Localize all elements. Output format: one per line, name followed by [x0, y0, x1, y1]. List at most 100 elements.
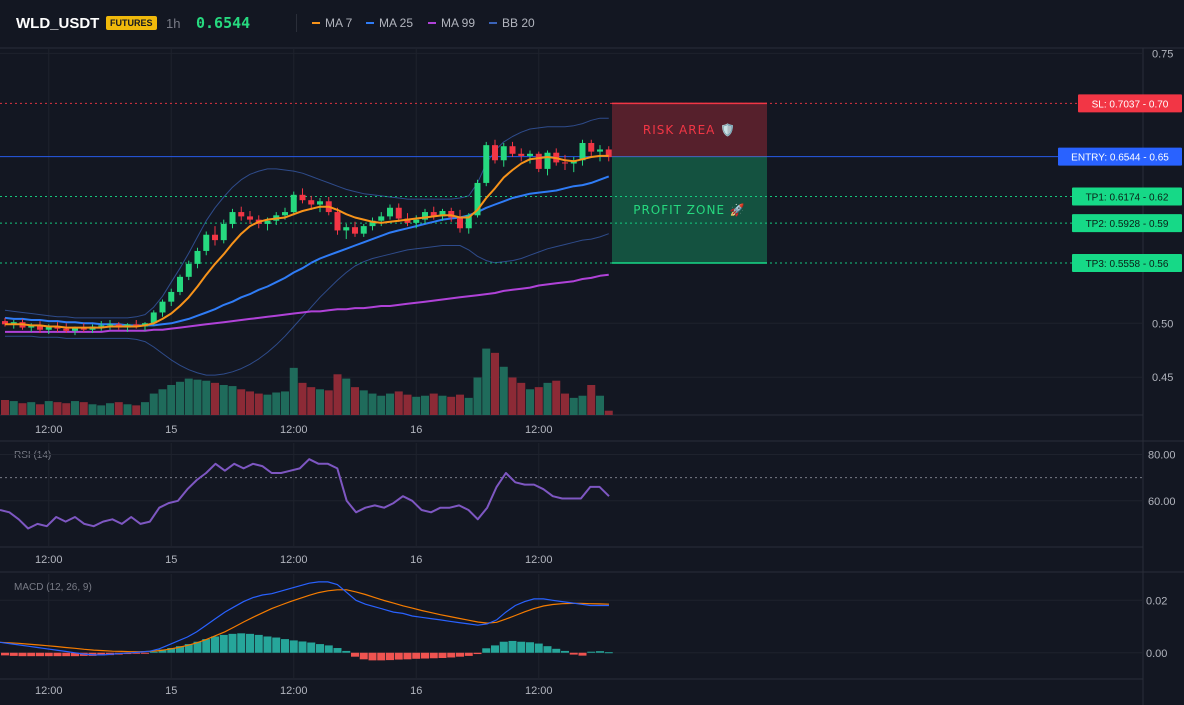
profit-zone-label: PROFIT ZONE 🚀 — [633, 203, 746, 217]
candle-body — [177, 276, 183, 292]
macd-histogram-bar — [604, 652, 613, 654]
macd-histogram-bar — [377, 652, 386, 661]
level-tag-tp2 — [1072, 214, 1182, 233]
candle-body — [107, 324, 113, 326]
candle-body — [10, 322, 17, 325]
macd-tick-label: 0.02 — [1146, 595, 1167, 607]
level-tag-tp3 — [1072, 254, 1182, 273]
header-divider — [296, 14, 297, 32]
candle-body — [334, 212, 341, 231]
y-tick-label: 0.75 — [1152, 48, 1173, 60]
macd-histogram-bar — [456, 652, 464, 657]
volume-bar — [412, 396, 421, 415]
macd-histogram-bar — [62, 652, 71, 657]
candle-body — [544, 152, 551, 169]
timeframe-label[interactable]: 1h — [166, 16, 181, 31]
volume-bar — [473, 377, 482, 415]
candle-body — [80, 327, 87, 330]
volume-bar — [167, 385, 176, 415]
macd-histogram-bar — [254, 634, 263, 653]
volume-bar — [534, 387, 543, 415]
candle-body — [518, 153, 525, 156]
volume-bar — [333, 374, 342, 415]
legend-ma7-label: MA 7 — [325, 16, 353, 30]
volume-bar — [211, 382, 219, 415]
bb-upper-line — [4, 117, 609, 319]
legend-ma25[interactable]: MA 25 — [366, 16, 413, 30]
volume-bar — [482, 348, 491, 415]
legend-ma7[interactable]: MA 7 — [312, 16, 352, 30]
macd-histogram-bar — [482, 648, 491, 653]
candle-body — [448, 210, 455, 218]
macd-histogram-bar — [167, 648, 176, 653]
volume-bar — [97, 405, 106, 415]
candle-body — [439, 210, 446, 217]
macd-histogram-bar — [281, 639, 289, 653]
macd-histogram-bar — [403, 652, 412, 660]
volume-bar — [307, 387, 316, 415]
macd-histogram-bar — [202, 639, 211, 653]
volume-bar — [587, 385, 596, 415]
macd-histogram-bar — [53, 652, 62, 657]
x-tick-label: 12:00 — [525, 554, 553, 566]
macd-histogram-bar — [351, 652, 359, 657]
macd-histogram-bar — [534, 643, 543, 653]
volume-bar — [289, 367, 298, 415]
level-tag-text-tp3: TP3: 0.5558 - 0.56 — [1086, 259, 1169, 270]
volume-bar — [246, 391, 254, 415]
legend-bb20[interactable]: BB 20 — [489, 16, 535, 30]
candle-body — [387, 207, 393, 217]
macd-histogram-bar — [228, 633, 237, 653]
volume-bar — [88, 404, 97, 415]
macd-histogram-bar — [36, 652, 44, 657]
candle-body — [238, 212, 245, 217]
y-tick-label: 0.50 — [1152, 318, 1173, 330]
legend-ma99[interactable]: MA 99 — [428, 16, 475, 30]
volume-bar — [377, 395, 386, 415]
x-tick-label: 12:00 — [280, 685, 308, 697]
candle-body — [369, 220, 376, 227]
macd-histogram-bar — [473, 652, 482, 655]
volume-bar — [359, 390, 368, 415]
legend-bb20-label: BB 20 — [502, 16, 535, 30]
volume-bar — [263, 394, 272, 415]
candle-body — [229, 212, 236, 224]
level-tag-entry — [1058, 147, 1182, 166]
volume-bar — [447, 396, 456, 415]
macd-histogram-bar — [149, 651, 158, 653]
candle-body — [159, 301, 166, 313]
ma25-line — [4, 175, 610, 327]
volume-bar — [526, 389, 534, 415]
macd-histogram-bar — [263, 636, 272, 653]
macd-histogram-bar — [499, 641, 508, 653]
volume-bar — [596, 395, 604, 415]
volume-bar — [62, 403, 71, 415]
candle-body — [63, 328, 70, 331]
profit-zone — [612, 156, 767, 264]
candle-body — [579, 142, 586, 161]
macd-histogram-bar — [71, 652, 79, 657]
volume-bar — [132, 405, 141, 415]
candle-body — [308, 200, 315, 205]
volume-bar — [79, 402, 88, 415]
risk-area-zone — [612, 103, 767, 157]
candle-body — [2, 321, 8, 325]
volume-bar — [464, 397, 473, 415]
symbol-name[interactable]: WLD_USDT — [16, 15, 100, 32]
candle-body — [500, 146, 507, 161]
candle-body — [395, 207, 402, 219]
level-tag-text-sl: SL: 0.7037 - 0.70 — [1092, 99, 1169, 110]
volume-bar — [491, 352, 499, 415]
macd-histogram-bar — [491, 645, 499, 653]
x-tick-label: 16 — [410, 424, 422, 436]
candle-body — [343, 227, 350, 231]
x-tick-label: 15 — [165, 424, 177, 436]
x-tick-label: 12:00 — [525, 424, 553, 436]
candle-body — [150, 312, 157, 324]
volume-bar — [499, 366, 508, 415]
level-tag-tp1 — [1072, 187, 1182, 206]
rsi-tick-label: 80.00 — [1148, 450, 1176, 462]
bb20-swatch — [489, 22, 497, 24]
macd-tick-label: 0.00 — [1146, 648, 1167, 660]
